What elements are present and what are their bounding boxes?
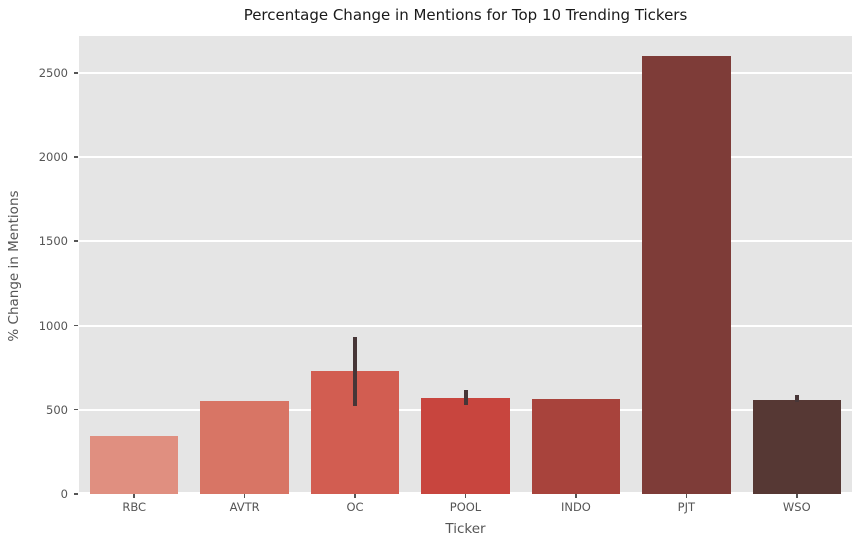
x-tick-label-wso: WSO: [782, 500, 811, 514]
x-tick-mark: [575, 494, 577, 498]
chart-title: Percentage Change in Mentions for Top 10…: [243, 6, 688, 24]
y-tick-mark: [74, 72, 78, 74]
error-bar-wso: [794, 394, 799, 402]
error-bar-pool: [463, 389, 468, 406]
bar-wso: [752, 399, 841, 494]
bar-rbc: [90, 435, 179, 494]
bar-pjt: [642, 56, 731, 494]
x-tick-mark: [133, 494, 135, 498]
y-axis-label: % Change in Mentions: [6, 190, 22, 342]
y-tick-label: 500: [46, 402, 68, 417]
y-tick-label: 0: [60, 487, 68, 501]
y-tick-label: 1000: [38, 318, 68, 333]
y-tick-mark: [74, 240, 78, 242]
x-tick-label-pool: POOL: [449, 500, 482, 514]
x-axis-label: Ticker: [445, 521, 486, 537]
bar-indo: [531, 398, 621, 494]
y-tick-label: 2000: [38, 150, 68, 165]
x-tick-mark: [464, 494, 467, 498]
y-tick-mark: [74, 156, 78, 158]
gridline-1500: [79, 240, 852, 243]
y-tick-mark: [74, 408, 78, 411]
x-tick-mark: [243, 494, 246, 498]
plot-area: [79, 36, 852, 494]
gridline-2000: [79, 156, 852, 159]
gridline-2500: [79, 72, 852, 75]
y-tick-label: 2500: [38, 66, 68, 81]
x-tick-label-pjt: PJT: [677, 500, 696, 514]
x-tick-mark: [685, 494, 688, 498]
error-bar-oc: [353, 336, 358, 407]
x-tick-label-rbc: RBC: [122, 500, 147, 514]
bar-avtr: [200, 400, 289, 494]
x-tick-label-indo: INDO: [560, 500, 591, 514]
x-tick-mark: [354, 494, 356, 498]
gridline-1000: [79, 324, 852, 327]
x-tick-label-avtr: AVTR: [229, 500, 260, 514]
y-tick-mark: [74, 493, 78, 495]
y-tick-label: 1500: [38, 234, 68, 249]
x-tick-label-oc: OC: [346, 500, 364, 514]
y-tick-mark: [74, 324, 78, 327]
bar-pool: [421, 398, 510, 494]
x-tick-mark: [796, 494, 798, 498]
